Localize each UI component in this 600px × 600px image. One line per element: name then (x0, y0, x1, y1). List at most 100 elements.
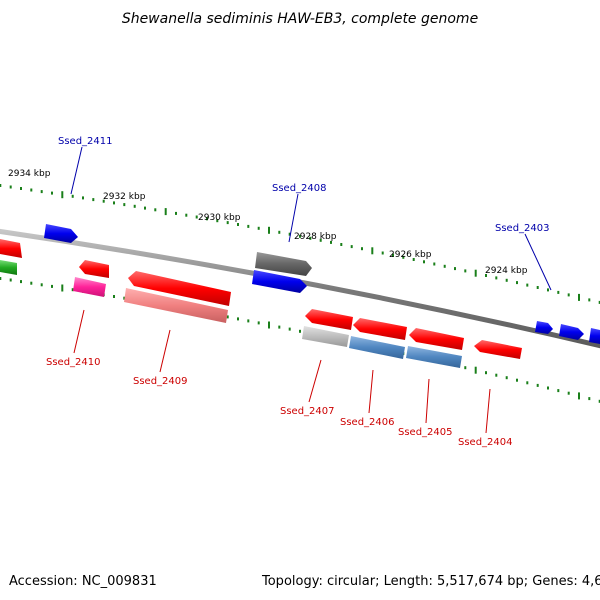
outer-tick (185, 213, 188, 217)
tick-label-2926: 2926 kbp (389, 250, 432, 260)
outer-tick (40, 190, 43, 194)
outer-tick (0, 184, 2, 187)
label-ssed-2410[interactable]: Ssed_2410 (46, 357, 101, 368)
leader-ssed-2407 (308, 359, 322, 403)
leader-ssed-2411 (70, 146, 83, 195)
label-ssed-2404[interactable]: Ssed_2404 (458, 437, 513, 448)
outer-tick (516, 281, 518, 285)
gene-ssed-2405[interactable] (406, 346, 462, 368)
outer-tick (144, 206, 146, 210)
inner-tick (0, 277, 2, 280)
inner-tick (40, 283, 43, 287)
inner-tick (113, 295, 115, 298)
outer-tick (412, 258, 415, 261)
tick-label-2930: 2930 kbp (198, 213, 241, 223)
gene-ssed-2405-red[interactable] (409, 328, 464, 350)
inner-tick-ring (0, 277, 600, 403)
label-ssed-2406[interactable]: Ssed_2406 (340, 417, 395, 428)
label-ssed-2411[interactable]: Ssed_2411 (58, 136, 113, 147)
gene-ssed-2404[interactable] (474, 340, 522, 359)
gene-ssed-2408-gray[interactable] (255, 252, 312, 276)
outer-tick (278, 230, 281, 234)
outer-tick (464, 269, 467, 273)
inner-tick (598, 399, 600, 403)
outer-tick (505, 278, 508, 282)
outer-tick (381, 251, 384, 255)
inner-tick (268, 321, 270, 329)
leader-ssed-2404 (485, 388, 491, 434)
leader-lines (70, 146, 552, 434)
gene-left-green[interactable] (0, 260, 17, 275)
inner-tick (299, 329, 301, 333)
inner-tick (71, 288, 74, 292)
inner-tick (557, 389, 560, 393)
leader-ssed-2409 (159, 329, 171, 373)
tick-label-2924: 2924 kbp (485, 266, 528, 276)
inner-tick (9, 278, 12, 282)
outer-tick (557, 290, 560, 294)
inner-tick (288, 327, 291, 331)
gene-ssed-2403-b[interactable] (559, 324, 584, 340)
inner-tick (526, 381, 529, 385)
gene-ssed-2409[interactable] (124, 288, 228, 323)
outer-tick (154, 208, 157, 212)
outer-tick (113, 201, 115, 205)
inner-tick (123, 296, 126, 300)
outer-tick (102, 199, 105, 203)
inner-tick (516, 378, 518, 382)
tick-label-2934: 2934 kbp (8, 169, 51, 179)
outer-tick (288, 232, 291, 236)
inner-tick (567, 391, 570, 395)
outer-tick (257, 226, 260, 230)
inner-tick (588, 397, 591, 401)
inner-tick (257, 321, 260, 325)
leader-ssed-2410 (73, 309, 85, 354)
gene-ssed-2411[interactable] (44, 224, 78, 243)
gene-ssed-2408[interactable] (252, 270, 307, 293)
outer-tick (598, 300, 600, 304)
outer-tick (454, 267, 456, 271)
outer-tick (433, 262, 436, 266)
outer-tick (330, 240, 332, 244)
gene-ssed-2406[interactable] (349, 336, 405, 359)
gene-ssed-2410[interactable] (73, 277, 106, 297)
inner-tick (536, 383, 539, 387)
outer-tick (164, 208, 167, 216)
gene-left-red[interactable] (0, 239, 22, 258)
label-ssed-2408[interactable]: Ssed_2408 (272, 183, 327, 194)
gene-ssed-2410-red[interactable] (79, 260, 109, 278)
outer-tick (588, 298, 591, 302)
gene-ssed-2409-red[interactable] (128, 271, 231, 306)
inner-tick (61, 284, 64, 292)
outer-tick (175, 211, 177, 215)
inner-tick (20, 280, 22, 284)
gene-ssed-2407-red[interactable] (305, 309, 353, 330)
outer-tick (237, 223, 239, 226)
outer-tick (526, 283, 529, 287)
outer-tick (536, 286, 539, 289)
outer-tick (216, 219, 219, 223)
genome-summary: Topology: circular; Length: 5,517,674 bp… (262, 574, 600, 589)
outer-tick-ring (0, 184, 600, 304)
outer-tick (567, 293, 570, 297)
inner-tick (474, 366, 477, 374)
gene-ssed-2407[interactable] (302, 326, 349, 347)
inner-tick (505, 376, 508, 380)
gene-ssed-2406-red[interactable] (353, 318, 407, 340)
outer-tick (392, 253, 394, 257)
outer-tick (133, 204, 136, 208)
outer-tick (299, 234, 301, 238)
gene-ssed-2403-c[interactable] (589, 328, 600, 344)
label-ssed-2405[interactable]: Ssed_2405 (398, 427, 453, 438)
ruler-labels: 2934 kbp 2932 kbp 2930 kbp 2928 kbp 2926… (8, 169, 528, 276)
outer-tick (71, 194, 74, 198)
outer-tick (474, 269, 477, 277)
inner-tick (226, 315, 229, 319)
outer-tick (309, 236, 312, 240)
label-ssed-2403[interactable]: Ssed_2403 (495, 223, 550, 234)
label-ssed-2409[interactable]: Ssed_2409 (133, 376, 188, 387)
label-ssed-2407[interactable]: Ssed_2407 (280, 406, 335, 417)
gene-ssed-2403-a[interactable] (535, 321, 553, 334)
plus-strand-genes (44, 224, 600, 344)
accession-label: Accession: NC_009831 (9, 574, 157, 589)
